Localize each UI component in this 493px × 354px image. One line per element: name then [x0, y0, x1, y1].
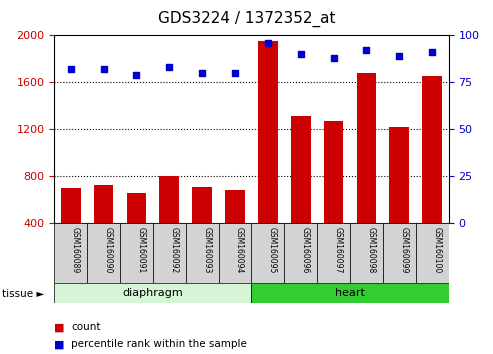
Text: tissue ►: tissue ►	[2, 289, 45, 299]
Text: GSM160092: GSM160092	[169, 227, 178, 274]
Bar	[192, 187, 212, 270]
Text: GSM160100: GSM160100	[432, 227, 441, 274]
Text: GSM160097: GSM160097	[334, 227, 343, 274]
Point	[198, 70, 206, 76]
Bar	[383, 223, 416, 283]
Bar	[218, 223, 251, 283]
Text: ■: ■	[54, 339, 65, 349]
Bar	[87, 223, 120, 283]
Text: count: count	[71, 322, 101, 332]
Bar	[258, 41, 278, 270]
Text: heart: heart	[335, 288, 365, 298]
Text: GSM160094: GSM160094	[235, 227, 244, 274]
Point	[165, 64, 173, 70]
Bar	[350, 223, 383, 283]
Bar	[324, 121, 344, 270]
Bar	[120, 223, 153, 283]
Text: GSM160089: GSM160089	[70, 227, 80, 274]
Bar	[54, 283, 251, 303]
Text: GSM160091: GSM160091	[137, 227, 145, 274]
Point	[330, 55, 338, 61]
Text: GSM160099: GSM160099	[399, 227, 408, 274]
Bar	[251, 223, 284, 283]
Point	[231, 70, 239, 76]
Bar	[153, 223, 186, 283]
Bar	[225, 190, 245, 270]
Bar	[389, 127, 409, 270]
Text: GSM160090: GSM160090	[104, 227, 112, 274]
Point	[133, 72, 141, 78]
Text: GDS3224 / 1372352_at: GDS3224 / 1372352_at	[158, 11, 335, 27]
Bar	[356, 73, 376, 270]
Text: GSM160098: GSM160098	[366, 227, 376, 274]
Bar	[251, 283, 449, 303]
Text: GSM160095: GSM160095	[268, 227, 277, 274]
Bar	[94, 185, 113, 270]
Point	[362, 47, 370, 53]
Text: GSM160093: GSM160093	[202, 227, 211, 274]
Point	[297, 51, 305, 57]
Bar	[159, 176, 179, 270]
Point	[264, 40, 272, 46]
Point	[67, 66, 74, 72]
Text: ■: ■	[54, 322, 65, 332]
Point	[100, 66, 107, 72]
Point	[428, 50, 436, 55]
Bar	[291, 116, 311, 270]
Bar	[54, 223, 87, 283]
Bar	[416, 223, 449, 283]
Bar	[317, 223, 350, 283]
Bar	[61, 188, 80, 270]
Bar	[186, 223, 218, 283]
Text: percentile rank within the sample: percentile rank within the sample	[71, 339, 247, 349]
Point	[395, 53, 403, 59]
Text: diaphragm: diaphragm	[122, 288, 183, 298]
Text: GSM160096: GSM160096	[301, 227, 310, 274]
Bar	[284, 223, 317, 283]
Bar	[127, 193, 146, 270]
Bar	[423, 76, 442, 270]
